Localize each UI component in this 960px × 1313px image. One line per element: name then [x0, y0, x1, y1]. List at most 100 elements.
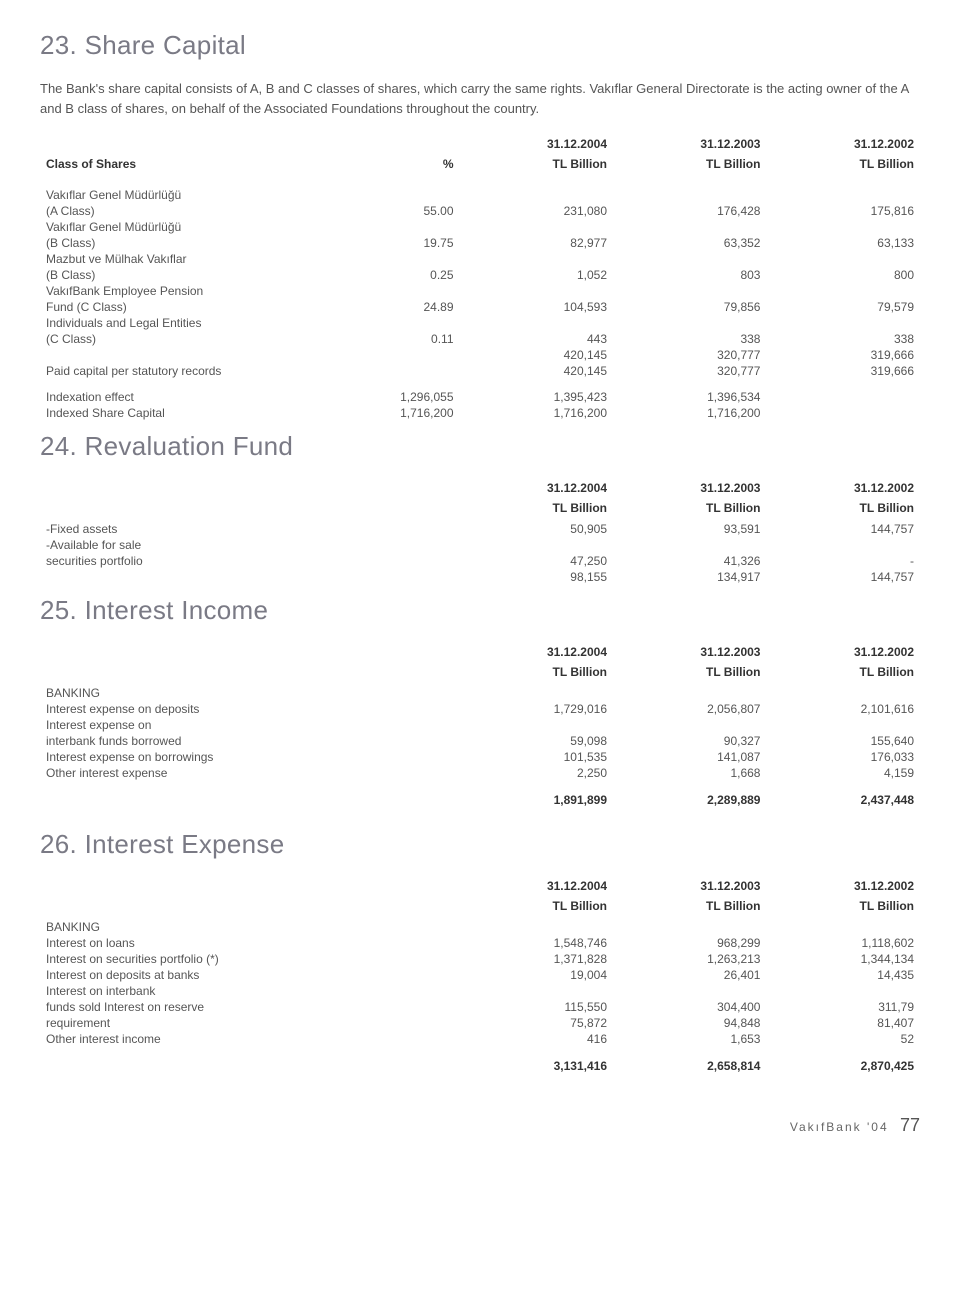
table-cell: 311,79: [766, 999, 920, 1015]
table-cell: [337, 685, 460, 701]
table-cell: [766, 919, 920, 935]
col-header: 31.12.2003: [613, 480, 766, 501]
table-cell: (B Class): [40, 235, 337, 251]
col-header: TL Billion: [460, 501, 613, 521]
table-cell: 800: [766, 267, 920, 283]
table-cell: [613, 717, 766, 733]
table-cell: [460, 717, 613, 733]
table-row: BANKING: [40, 919, 920, 935]
col-header: 31.12.2004: [460, 480, 613, 501]
table-cell: 55.00: [337, 203, 460, 219]
table-cell: [766, 983, 920, 999]
table-cell: [40, 569, 337, 585]
table-cell: 98,155: [460, 569, 613, 585]
table-cell: Interest expense on borrowings: [40, 749, 337, 765]
table-cell: [337, 701, 460, 717]
table-cell: 19.75: [337, 235, 460, 251]
table-cell: [337, 187, 460, 203]
col-header: 31.12.2002: [766, 644, 920, 665]
table-cell: [613, 251, 766, 267]
col-header: TL Billion: [613, 501, 766, 521]
table-cell: 416: [460, 1031, 613, 1047]
table-cell: 319,666: [766, 363, 920, 379]
table-cell: 1,716,200: [460, 405, 613, 421]
table-row: Vakıflar Genel Müdürlüğü: [40, 219, 920, 235]
total-cell: 2,437,448: [766, 781, 920, 819]
table-row: Fund (C Class)24.89104,59379,85679,579: [40, 299, 920, 315]
table-cell: [613, 685, 766, 701]
table-cell: Paid capital per statutory records: [40, 363, 337, 379]
table-cell: 1,395,423: [460, 389, 613, 405]
section-title-23: 23. Share Capital: [40, 30, 920, 61]
col-header: 31.12.2002: [766, 480, 920, 501]
col-header: 31.12.2003: [613, 878, 766, 899]
table-cell: [460, 219, 613, 235]
table-cell: [460, 283, 613, 299]
table-cell: [613, 283, 766, 299]
total-cell: 2,658,814: [613, 1047, 766, 1085]
table-cell: 304,400: [613, 999, 766, 1015]
table-cell: 90,327: [613, 733, 766, 749]
table-interest-expense: 31.12.2004 31.12.2003 31.12.2002 TL Bill…: [40, 878, 920, 1085]
col-header: Class of Shares: [40, 157, 337, 177]
col-header: 31.12.2002: [766, 878, 920, 899]
table-cell: 50,905: [460, 521, 613, 537]
table-cell: [337, 553, 460, 569]
table-cell: [337, 733, 460, 749]
table-row: VakıfBank Employee Pension: [40, 283, 920, 299]
table-row: Mazbut ve Mülhak Vakıflar: [40, 251, 920, 267]
table-cell: 104,593: [460, 299, 613, 315]
table-row: -Available for sale: [40, 537, 920, 553]
table-cell: [337, 537, 460, 553]
table-cell: 1,052: [460, 267, 613, 283]
table-cell: 141,087: [613, 749, 766, 765]
table-cell: 176,428: [613, 203, 766, 219]
table-row: Interest on securities portfolio (*)1,37…: [40, 951, 920, 967]
table-cell: 52: [766, 1031, 920, 1047]
table-cell: 41,326: [613, 553, 766, 569]
table-cell: [337, 283, 460, 299]
table-cell: BANKING: [40, 685, 337, 701]
table-cell: 420,145: [460, 347, 613, 363]
table-cell: 26,401: [613, 967, 766, 983]
table-interest-income: 31.12.2004 31.12.2003 31.12.2002 TL Bill…: [40, 644, 920, 819]
table-cell: BANKING: [40, 919, 337, 935]
table-cell: -Available for sale: [40, 537, 337, 553]
table-cell: 176,033: [766, 749, 920, 765]
table-cell: 115,550: [460, 999, 613, 1015]
col-header: 31.12.2004: [460, 878, 613, 899]
section-title-26: 26. Interest Expense: [40, 829, 920, 860]
table-cell: 93,591: [613, 521, 766, 537]
table-row: (B Class)19.7582,97763,35263,133: [40, 235, 920, 251]
table-cell: [337, 951, 460, 967]
table-cell: 320,777: [613, 363, 766, 379]
table-cell: [337, 765, 460, 781]
table-cell: 79,579: [766, 299, 920, 315]
total-cell: 3,131,416: [460, 1047, 613, 1085]
table-cell: (A Class): [40, 203, 337, 219]
table-cell: [460, 251, 613, 267]
table-cell: [337, 1015, 460, 1031]
table-cell: 82,977: [460, 235, 613, 251]
table-cell: 420,145: [460, 363, 613, 379]
table-row: Interest expense on borrowings101,535141…: [40, 749, 920, 765]
table-cell: 2,056,807: [613, 701, 766, 717]
table-cell: 81,407: [766, 1015, 920, 1031]
table-row: Interest on interbank: [40, 983, 920, 999]
table-cell: 1,548,746: [460, 935, 613, 951]
col-header: [40, 136, 337, 157]
col-header: TL Billion: [766, 501, 920, 521]
table-row: Paid capital per statutory records 420,14…: [40, 363, 920, 379]
table-cell: Interest expense on: [40, 717, 337, 733]
table-cell: securities portfolio: [40, 553, 337, 569]
table-share-capital: 31.12.2004 31.12.2003 31.12.2002 Class o…: [40, 136, 920, 421]
table-row: interbank funds borrowed59,09890,327155,…: [40, 733, 920, 749]
table-cell: [337, 749, 460, 765]
table-cell: Interest expense on deposits: [40, 701, 337, 717]
table-cell: [337, 315, 460, 331]
table-cell: 1,716,200: [337, 405, 460, 421]
table-cell: [766, 251, 920, 267]
table-cell: 19,004: [460, 967, 613, 983]
table-cell: 4,159: [766, 765, 920, 781]
table-cell: 63,352: [613, 235, 766, 251]
